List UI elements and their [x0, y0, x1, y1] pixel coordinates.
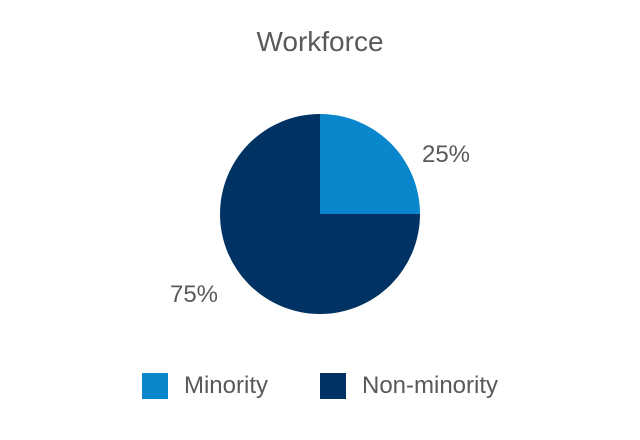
chart-title: Workforce	[256, 26, 384, 57]
legend-label-non-minority: Non-minority	[361, 372, 499, 399]
legend-swatch-minority	[141, 373, 168, 399]
data-label-non-minority: 75%	[170, 281, 218, 308]
pie-slice-minority	[320, 114, 420, 214]
legend: Minority Non-minority	[0, 368, 640, 404]
legend-swatch-non-minority	[319, 373, 346, 399]
legend-item-minority: Minority	[141, 368, 268, 404]
data-label-minority: 25%	[422, 141, 470, 168]
legend-label-minority: Minority	[183, 372, 268, 399]
pie-slice-non-minority	[220, 114, 420, 314]
legend-item-non-minority: Non-minority	[319, 368, 499, 404]
